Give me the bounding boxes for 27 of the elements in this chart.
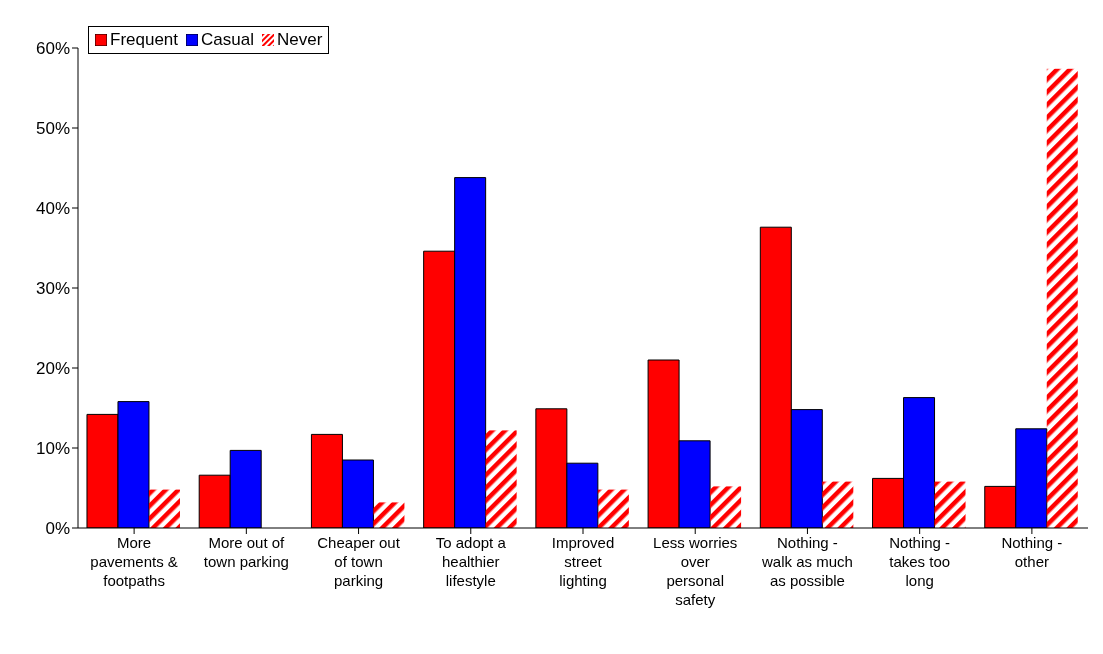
x-tick-label: Nothing - takes too long: [889, 534, 951, 589]
x-tick-label: More out of town parking: [203, 534, 289, 570]
bar: [597, 489, 629, 528]
y-tick-label: 0%: [45, 519, 70, 539]
legend-label: Frequent: [109, 30, 179, 50]
legend-label: Casual: [200, 30, 254, 50]
bar: [934, 481, 966, 528]
y-tick-label: 20%: [35, 359, 70, 379]
y-tick-label: 50%: [35, 119, 70, 139]
x-tick-label: Nothing - walk as much as possible: [761, 534, 853, 589]
bar: [148, 489, 180, 528]
x-tick-label: Nothing - other: [1001, 534, 1063, 570]
x-tick-label: Improved street lighting: [551, 534, 615, 589]
bar: [710, 486, 742, 528]
x-tick-label: Less worries over personal safety: [653, 534, 738, 608]
x-tick-label: More pavements & footpaths: [90, 534, 178, 589]
legend-label: Never: [275, 30, 323, 50]
x-tick-label: Cheaper out of town parking: [317, 534, 401, 589]
y-tick-label: 10%: [35, 439, 70, 459]
y-tick-label: 40%: [35, 199, 70, 219]
bar: [485, 430, 517, 528]
y-tick-label: 60%: [35, 39, 70, 59]
bar: [1046, 68, 1078, 528]
bar: [373, 502, 405, 528]
y-tick-label: 30%: [35, 279, 70, 299]
x-tick-label: To adopt a healthier lifestyle: [435, 534, 507, 589]
bar: [822, 481, 854, 528]
